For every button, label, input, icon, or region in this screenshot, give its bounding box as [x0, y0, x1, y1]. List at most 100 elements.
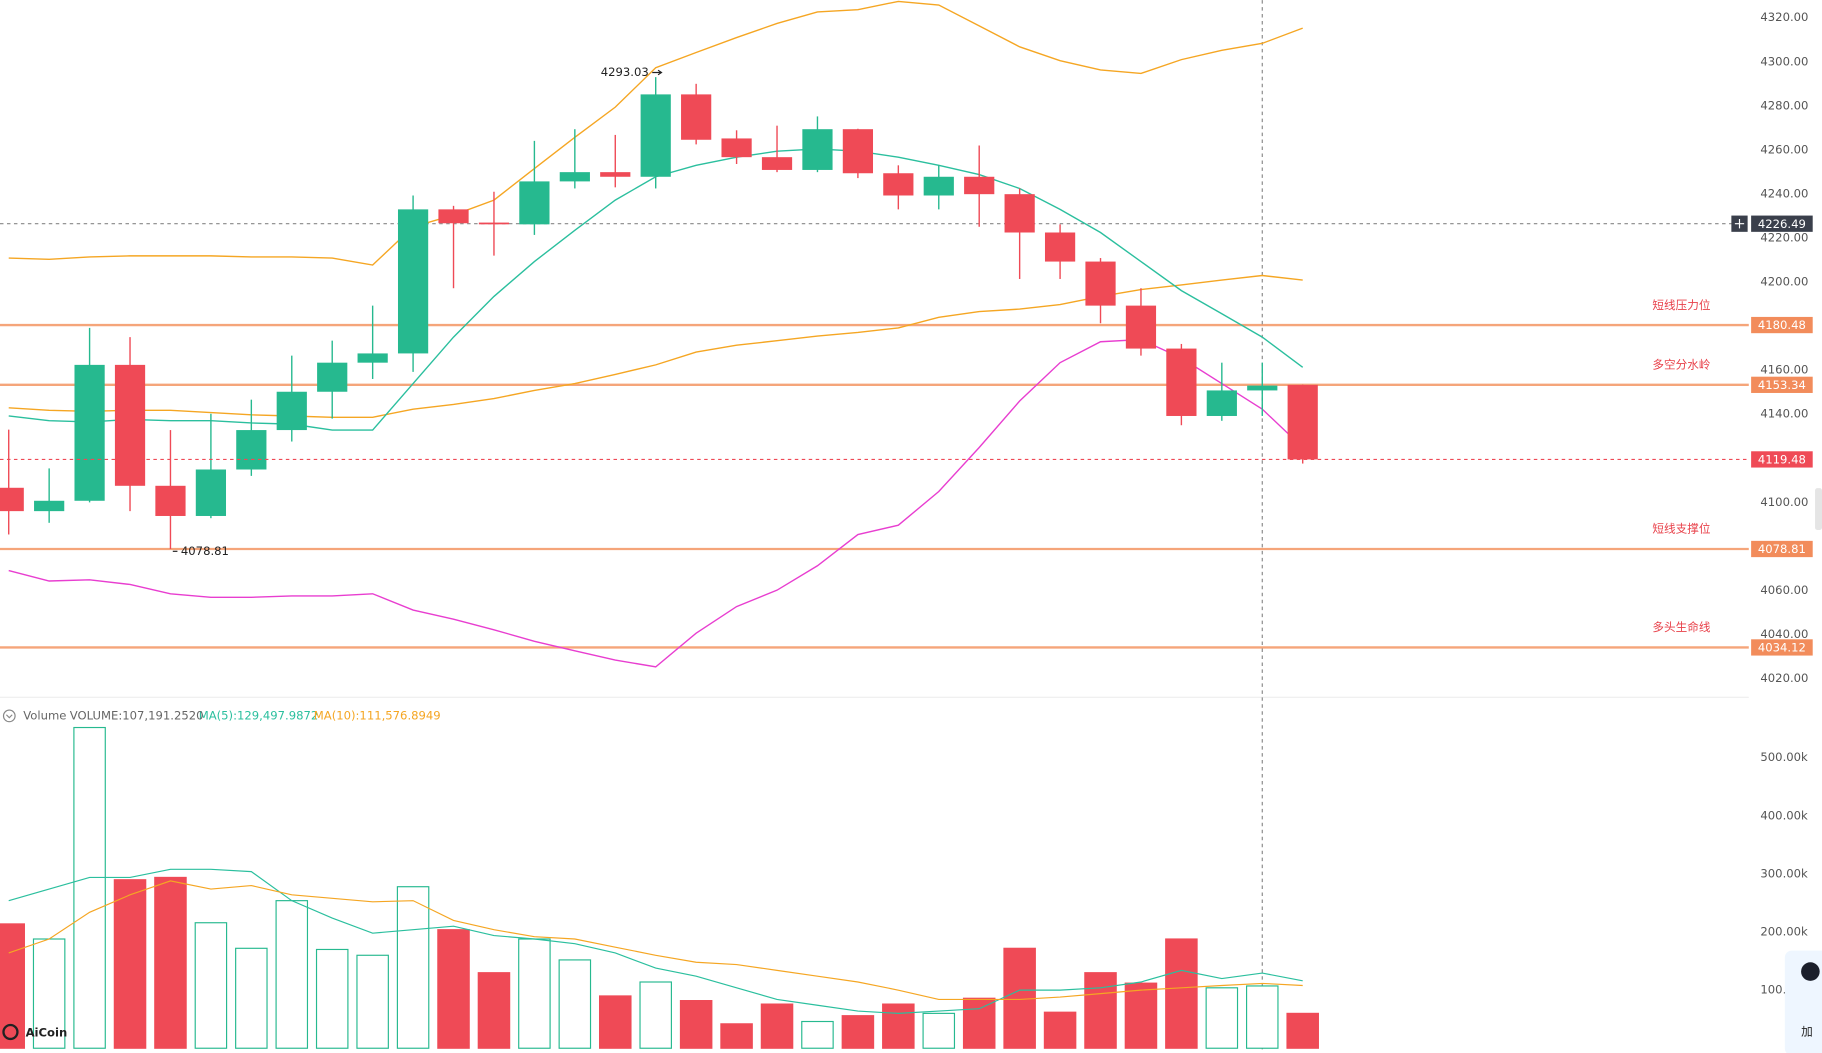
indicator-line [8, 0, 1303, 266]
side-widget-icon [1801, 962, 1820, 981]
volume-bar [356, 954, 389, 1049]
volume-bar [760, 1003, 794, 1049]
candle-body [114, 364, 146, 486]
candle-body [74, 364, 105, 501]
y-tick-label: 4240.00 [1760, 186, 1808, 200]
y-tick-label: 4160.00 [1760, 363, 1808, 377]
volume-bar [1124, 982, 1158, 1049]
volume-bar [315, 948, 349, 1049]
volume-tick-label: 200.00k [1760, 925, 1808, 939]
volume-bar [558, 959, 592, 1049]
candle-body [519, 181, 550, 225]
side-widget-text: 加 [1801, 1024, 1813, 1038]
candle-body [640, 94, 671, 177]
y-tick-label: 4300.00 [1760, 54, 1808, 68]
level-label: 4180.48 [1758, 318, 1806, 332]
volume-bar [1043, 1011, 1077, 1049]
candle-body [1247, 385, 1278, 391]
level-text: 多空分水岭 [1652, 358, 1710, 372]
candle-body [236, 430, 267, 470]
level-box [1751, 316, 1813, 334]
high-annotation: 4293.03 [601, 65, 649, 79]
y-tick-label: 4220.00 [1760, 231, 1808, 245]
candle-body [357, 353, 388, 363]
y-tick-label: 4020.00 [1760, 671, 1808, 685]
y-tick-label: 4060.00 [1760, 583, 1808, 597]
last-price-label: 4119.48 [1758, 452, 1806, 466]
volume-tick-label: 500.00k [1760, 750, 1808, 764]
volume-bar [1084, 972, 1117, 1049]
volume-title: Volume [23, 708, 66, 722]
volume-readout: VOLUME:107,191.2520 [70, 708, 204, 722]
level-box [1751, 639, 1813, 656]
logo-icon [2, 1023, 19, 1041]
volume-bar [113, 879, 147, 1049]
y-tick-label: 4040.00 [1760, 627, 1808, 641]
candle-body [842, 129, 874, 174]
candle-body [883, 173, 914, 196]
candle-body [761, 157, 793, 170]
level-box [1751, 376, 1813, 393]
volume-bar [437, 929, 470, 1049]
crosshair-price-label: 4226.49 [1758, 217, 1806, 231]
level-box [1751, 540, 1813, 558]
candle-body [276, 391, 307, 431]
candle-body [34, 500, 65, 512]
side-widget[interactable]: 加 [1784, 950, 1822, 1053]
candle-body [317, 362, 348, 392]
last-price-box [1751, 451, 1813, 468]
candle-body [681, 94, 712, 140]
level-label: 4153.34 [1758, 378, 1806, 392]
volume-bar [841, 1015, 875, 1049]
volume-bar [275, 900, 309, 1049]
y-tick-label: 4200.00 [1760, 275, 1808, 289]
level-text: 短线压力位 [1652, 298, 1710, 312]
collapse-icon[interactable] [2, 709, 16, 723]
candle-body [802, 129, 833, 170]
volume-bar [679, 1000, 713, 1049]
y-tick-label: 4280.00 [1760, 98, 1808, 112]
candle-body [478, 222, 510, 225]
volume-bar [801, 1020, 834, 1049]
candle-body [923, 176, 954, 196]
candle-body [1004, 194, 1035, 233]
y-tick-label: 4100.00 [1760, 495, 1808, 509]
volume-tick-label: 300.00k [1760, 866, 1808, 880]
candle-body [721, 138, 752, 158]
volume-bar [922, 1012, 956, 1049]
indicator-line [8, 338, 1304, 668]
volume-bar [1205, 987, 1239, 1049]
volume-ma-legend: MA(10):111,576.8949 [314, 708, 441, 722]
volume-bar [477, 972, 511, 1049]
high-arrow [652, 69, 663, 76]
candle-body [964, 176, 995, 195]
volume-bar [235, 947, 268, 1049]
volume-bar [599, 995, 632, 1049]
collapse-chevron [5, 714, 13, 719]
candle-body [0, 487, 24, 512]
candle-body [1044, 232, 1076, 262]
volume-ma-line [8, 880, 1303, 1001]
logo: AiCoin [2, 1023, 67, 1041]
low-annotation: 4078.81 [181, 544, 229, 558]
volume-ma-legend: MA(5):129,497.9872 [199, 708, 319, 722]
crosshair-plus [1734, 219, 1745, 229]
level-text: 短线支撑位 [1652, 522, 1710, 536]
scroll-handle[interactable] [1815, 488, 1822, 530]
volume-bar [73, 726, 106, 1049]
level-label: 4078.81 [1758, 542, 1806, 556]
candle-body [1206, 390, 1237, 416]
y-tick-label: 4260.00 [1760, 142, 1808, 156]
candle-body [1287, 384, 1318, 460]
volume-bar [32, 938, 66, 1049]
overlay: 4293.03 4078.81 MA(5):129,497.9872MA(10):1… [172, 65, 1813, 722]
y-tick-label: 4320.00 [1760, 10, 1808, 24]
candle-body [195, 469, 227, 516]
volume-bar [1165, 938, 1198, 1049]
volume-bar [639, 981, 672, 1049]
volume-bar [962, 997, 996, 1049]
